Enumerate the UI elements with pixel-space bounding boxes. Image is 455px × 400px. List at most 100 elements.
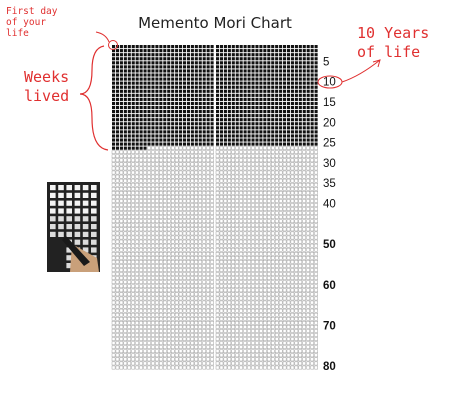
week-cell-remaining xyxy=(231,361,236,366)
week-cell-remaining xyxy=(239,207,243,211)
week-cell-remaining xyxy=(251,227,255,232)
week-cell-remaining xyxy=(235,353,239,358)
week-cell-lived xyxy=(216,105,220,110)
week-cell-remaining xyxy=(251,243,255,248)
week-cell-lived xyxy=(210,122,214,126)
week-cell-remaining xyxy=(278,170,283,175)
week-cell-remaining xyxy=(115,349,120,354)
week-cell-remaining xyxy=(298,178,303,183)
week-cell-remaining xyxy=(298,333,303,337)
week-cell-lived xyxy=(219,93,224,97)
week-cell-remaining xyxy=(314,353,318,358)
year-row xyxy=(111,264,318,268)
week-cell-remaining xyxy=(174,174,179,179)
week-cell-remaining xyxy=(143,231,147,236)
week-cell-remaining xyxy=(239,345,243,349)
week-cell-remaining xyxy=(294,191,299,195)
week-cell-lived xyxy=(223,45,227,49)
week-cell-lived xyxy=(202,142,206,146)
week-cell-lived xyxy=(219,49,224,53)
week-cell-lived xyxy=(271,110,275,114)
week-cell-remaining xyxy=(274,329,279,333)
week-cell-lived xyxy=(310,118,314,122)
week-cell-remaining xyxy=(178,154,183,159)
week-cell-lived xyxy=(283,134,287,138)
week-cell-remaining xyxy=(186,150,191,154)
week-cell-remaining xyxy=(119,247,124,252)
week-cell-remaining xyxy=(123,349,128,354)
week-cell-lived xyxy=(231,101,235,106)
week-cell-remaining xyxy=(310,264,314,268)
week-cell-remaining xyxy=(286,264,291,268)
week-cell-remaining xyxy=(251,308,255,313)
week-cell-remaining xyxy=(215,166,220,171)
week-cell-remaining xyxy=(223,260,228,264)
week-cell-remaining xyxy=(186,174,191,179)
week-cell-remaining xyxy=(247,300,251,305)
week-cell-remaining xyxy=(259,321,263,325)
week-cell-lived xyxy=(147,114,151,118)
week-cell-remaining xyxy=(290,312,295,317)
week-cell-remaining xyxy=(190,239,195,244)
week-cell-remaining xyxy=(302,256,306,260)
week-cell-remaining xyxy=(302,304,306,309)
week-cell-remaining xyxy=(239,329,243,333)
week-cell-lived xyxy=(263,105,267,110)
week-cell-remaining xyxy=(159,154,163,159)
week-cell-lived xyxy=(227,85,231,89)
week-cell-remaining xyxy=(147,341,151,345)
week-cell-remaining xyxy=(131,170,135,175)
week-cell-remaining xyxy=(215,357,220,362)
week-cell-remaining xyxy=(215,243,220,248)
week-cell-lived xyxy=(275,130,279,134)
week-cell-remaining xyxy=(314,365,318,370)
week-cell-remaining xyxy=(290,337,295,341)
week-cell-remaining xyxy=(290,247,295,252)
week-cell-remaining xyxy=(182,239,187,244)
week-cell-remaining xyxy=(174,170,179,175)
week-cell-lived xyxy=(190,65,194,69)
week-cell-remaining xyxy=(255,174,259,179)
week-cell-lived xyxy=(167,126,171,130)
week-cell-remaining xyxy=(127,166,132,171)
week-cell-lived xyxy=(310,130,314,134)
week-cell-lived xyxy=(206,126,210,130)
week-cell-remaining xyxy=(139,203,143,207)
week-cell-remaining xyxy=(123,272,128,276)
week-cell-remaining xyxy=(278,146,283,150)
week-cell-remaining xyxy=(302,199,306,203)
week-cell-remaining xyxy=(251,239,255,244)
week-cell-lived xyxy=(155,134,159,138)
week-cell-remaining xyxy=(263,219,267,224)
week-cell-remaining xyxy=(178,235,183,240)
week-cell-lived xyxy=(115,93,120,97)
week-cell-remaining xyxy=(202,203,206,207)
week-cell-remaining xyxy=(147,292,151,297)
week-cell-lived xyxy=(227,142,231,146)
week-cell-remaining xyxy=(231,341,236,345)
week-cell-remaining xyxy=(271,223,275,228)
week-cell-remaining xyxy=(119,288,124,293)
week-cell-remaining xyxy=(306,227,310,232)
week-cell-lived xyxy=(206,97,210,101)
week-cell-remaining xyxy=(267,252,271,256)
week-cell-remaining xyxy=(190,365,195,370)
week-cell-remaining xyxy=(271,252,275,256)
week-cell-remaining xyxy=(163,264,167,268)
week-cell-lived xyxy=(255,118,259,122)
week-cell-remaining xyxy=(267,353,271,358)
week-cell-remaining xyxy=(178,146,183,150)
week-cell-remaining xyxy=(155,361,159,366)
week-cell-lived xyxy=(175,61,179,65)
week-cell-remaining xyxy=(267,264,271,268)
week-cell-remaining xyxy=(119,361,124,366)
week-cell-remaining xyxy=(282,170,287,175)
week-cell-lived xyxy=(243,93,247,97)
week-cell-remaining xyxy=(298,158,303,163)
week-cell-lived xyxy=(251,65,255,69)
week-cell-lived xyxy=(255,89,259,93)
week-cell-remaining xyxy=(163,158,167,163)
week-cell-lived xyxy=(306,89,310,93)
week-cell-remaining xyxy=(178,264,183,268)
week-cell-remaining xyxy=(255,284,259,289)
